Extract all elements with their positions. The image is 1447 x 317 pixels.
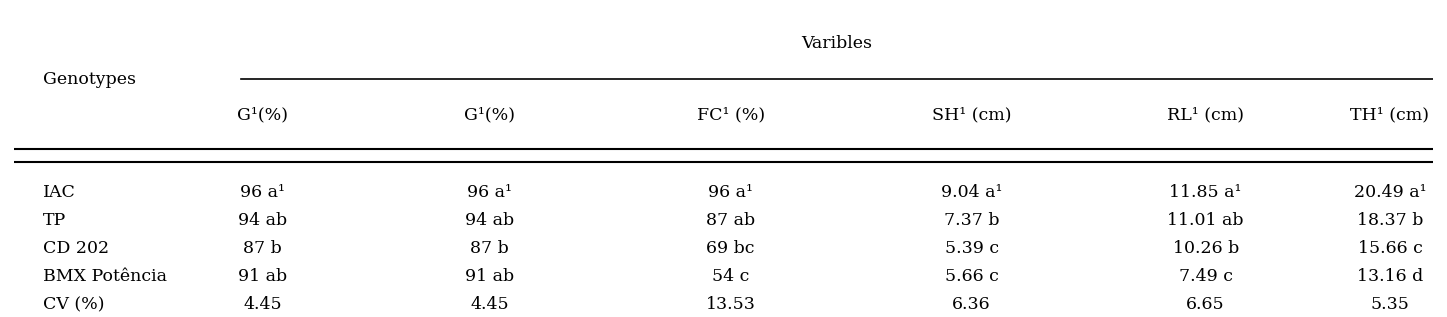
Text: SH¹ (cm): SH¹ (cm) bbox=[932, 107, 1011, 124]
Text: 4.45: 4.45 bbox=[243, 296, 282, 313]
Text: 5.66 c: 5.66 c bbox=[945, 268, 998, 285]
Text: Genotypes: Genotypes bbox=[43, 71, 136, 88]
Text: 96 a¹: 96 a¹ bbox=[708, 184, 752, 201]
Text: 7.37 b: 7.37 b bbox=[943, 212, 1000, 229]
Text: IAC: IAC bbox=[43, 184, 75, 201]
Text: 6.65: 6.65 bbox=[1187, 296, 1226, 313]
Text: 96 a¹: 96 a¹ bbox=[467, 184, 512, 201]
Text: TP: TP bbox=[43, 212, 67, 229]
Text: FC¹ (%): FC¹ (%) bbox=[696, 107, 764, 124]
Text: 91 ab: 91 ab bbox=[239, 268, 287, 285]
Text: CV (%): CV (%) bbox=[43, 296, 104, 313]
Text: 13.53: 13.53 bbox=[706, 296, 755, 313]
Text: Varibles: Varibles bbox=[802, 35, 873, 52]
Text: G¹(%): G¹(%) bbox=[237, 107, 288, 124]
Text: 87 b: 87 b bbox=[243, 240, 282, 257]
Text: 87 b: 87 b bbox=[470, 240, 509, 257]
Text: 5.39 c: 5.39 c bbox=[945, 240, 998, 257]
Text: 94 ab: 94 ab bbox=[464, 212, 514, 229]
Text: TH¹ (cm): TH¹ (cm) bbox=[1350, 107, 1430, 124]
Text: 5.35: 5.35 bbox=[1370, 296, 1409, 313]
Text: 15.66 c: 15.66 c bbox=[1357, 240, 1422, 257]
Text: 69 bc: 69 bc bbox=[706, 240, 755, 257]
Text: 54 c: 54 c bbox=[712, 268, 750, 285]
Text: 6.36: 6.36 bbox=[952, 296, 991, 313]
Text: 94 ab: 94 ab bbox=[239, 212, 287, 229]
Text: 7.49 c: 7.49 c bbox=[1179, 268, 1233, 285]
Text: CD 202: CD 202 bbox=[43, 240, 109, 257]
Text: 13.16 d: 13.16 d bbox=[1357, 268, 1422, 285]
Text: 87 ab: 87 ab bbox=[706, 212, 755, 229]
Text: BMX Potência: BMX Potência bbox=[43, 268, 166, 285]
Text: 10.26 b: 10.26 b bbox=[1172, 240, 1239, 257]
Text: 11.85 a¹: 11.85 a¹ bbox=[1169, 184, 1242, 201]
Text: 20.49 a¹: 20.49 a¹ bbox=[1354, 184, 1427, 201]
Text: 11.01 ab: 11.01 ab bbox=[1168, 212, 1244, 229]
Text: RL¹ (cm): RL¹ (cm) bbox=[1168, 107, 1244, 124]
Text: G¹(%): G¹(%) bbox=[464, 107, 515, 124]
Text: 91 ab: 91 ab bbox=[464, 268, 514, 285]
Text: 96 a¹: 96 a¹ bbox=[240, 184, 285, 201]
Text: 18.37 b: 18.37 b bbox=[1357, 212, 1424, 229]
Text: 9.04 a¹: 9.04 a¹ bbox=[941, 184, 1003, 201]
Text: 4.45: 4.45 bbox=[470, 296, 509, 313]
